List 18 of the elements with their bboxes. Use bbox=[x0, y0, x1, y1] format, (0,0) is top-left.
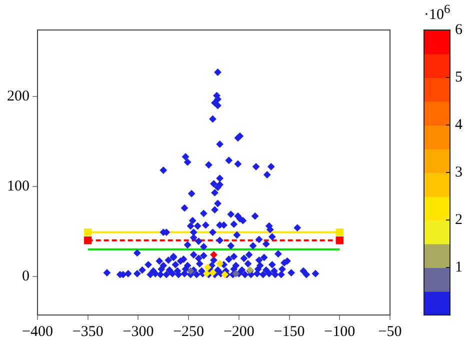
x-tick-label: −400 bbox=[22, 324, 53, 340]
x-tick-label: −150 bbox=[274, 324, 305, 340]
color-bar-label: 1 bbox=[455, 259, 462, 276]
y-tick-label: 100 bbox=[7, 178, 30, 194]
color-bar-label: 6 bbox=[455, 22, 463, 38]
x-tick-label: −300 bbox=[122, 324, 154, 340]
y-tick-label: 200 bbox=[7, 88, 30, 104]
y-tick-label: 0 bbox=[22, 268, 30, 284]
color-bar-title: ·10$^{6}$ bbox=[424, 2, 450, 24]
color-bar-label: 3 bbox=[455, 164, 462, 180]
x-tick-label: −350 bbox=[72, 324, 104, 340]
x-tick-label: −100 bbox=[324, 324, 356, 340]
color-bar-label: 4 bbox=[455, 116, 463, 133]
color-bar-label: 5 bbox=[455, 69, 462, 86]
x-tick-label: −250 bbox=[173, 324, 204, 340]
x-tick-label: −200 bbox=[223, 324, 254, 340]
color-bar-label: 2 bbox=[455, 212, 462, 228]
x-tick-label: −50 bbox=[378, 324, 402, 340]
